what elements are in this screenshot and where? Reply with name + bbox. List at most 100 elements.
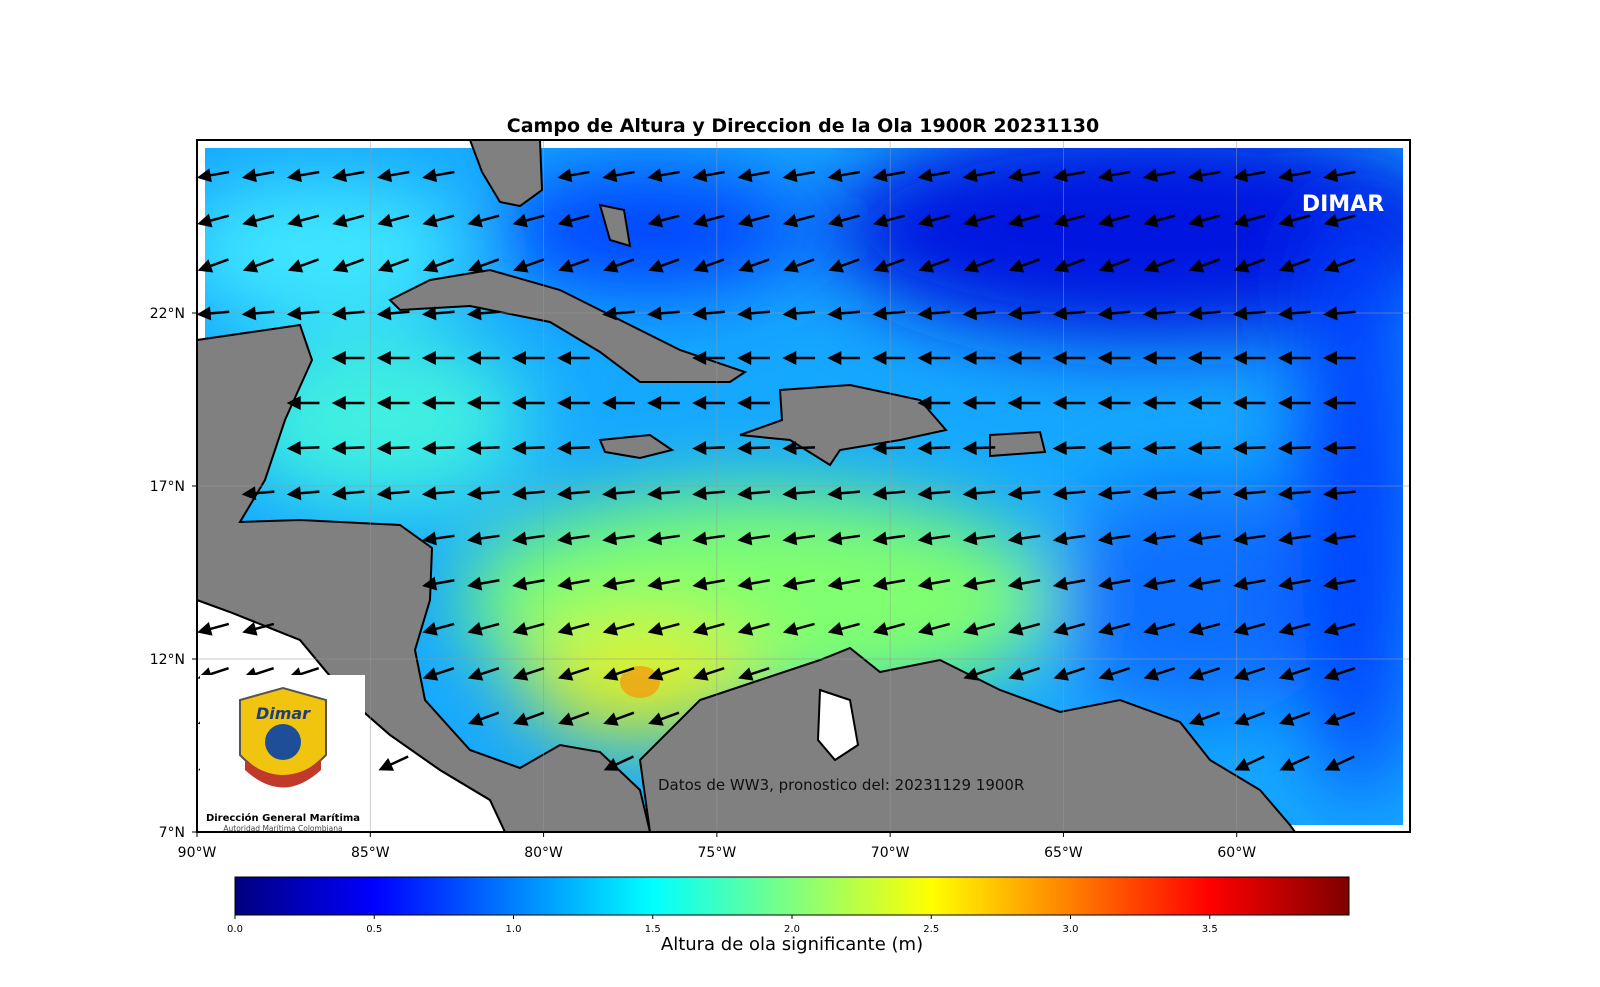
wave-arrow — [1052, 395, 1086, 410]
wave-arrow — [1323, 531, 1356, 546]
wave-arrow — [1142, 395, 1176, 410]
wave-arrow — [962, 395, 996, 410]
wave-arrow — [647, 306, 680, 321]
wave-arrow — [1097, 441, 1131, 456]
wave-arrow — [1187, 395, 1221, 410]
wave-arrow — [1052, 306, 1086, 321]
wave-arrow — [376, 395, 410, 410]
wave-arrow — [647, 395, 680, 410]
wave-arrow — [376, 306, 410, 321]
wave-arrow — [1232, 441, 1266, 456]
wave-arrow — [827, 350, 861, 366]
wave-arrow — [737, 486, 771, 501]
colorbar-label: Altura de ola significante (m) — [661, 934, 923, 955]
y-tick-label: 17°N — [150, 479, 185, 495]
wave-arrow — [1322, 350, 1356, 366]
wave-arrow — [737, 531, 771, 546]
colorbar-tick-label: 1.5 — [645, 924, 661, 935]
wave-arrow — [1278, 531, 1311, 546]
wave-arrow — [872, 350, 906, 366]
wave-arrow — [647, 486, 680, 501]
x-tick-label: 85°W — [351, 845, 390, 861]
logo-mark: Dimar — [256, 704, 311, 723]
wave-arrow — [917, 395, 951, 410]
map-title: Campo de Altura y Direccion de la Ola 19… — [507, 115, 1099, 137]
wave-arrow — [286, 395, 320, 410]
wave-arrow — [872, 441, 906, 456]
wave-arrow — [782, 576, 816, 591]
wave-arrow — [827, 622, 860, 636]
wave-arrow — [197, 622, 230, 636]
wave-arrow — [917, 168, 951, 183]
wave-arrow — [1143, 213, 1176, 228]
wave-arrow — [602, 531, 635, 546]
wave-arrow — [1187, 350, 1221, 366]
wave-arrow — [422, 258, 455, 273]
wave-arrow — [1323, 213, 1356, 228]
wave-arrow — [558, 258, 590, 273]
wave-arrow — [603, 711, 635, 726]
wave-arrow — [648, 711, 680, 726]
wave-arrow — [738, 667, 770, 681]
wave-arrow — [287, 213, 320, 228]
colorbar-tick-label: 0.0 — [227, 924, 243, 935]
wave-arrow — [782, 168, 816, 183]
wave-arrow — [1007, 168, 1041, 183]
x-tick-label: 60°W — [1217, 845, 1256, 861]
wave-arrow — [1097, 486, 1131, 501]
wave-arrow — [1007, 486, 1041, 501]
wave-arrow — [467, 258, 500, 273]
wave-arrow — [467, 531, 500, 546]
wave-arrow — [1188, 711, 1221, 726]
wave-arrow — [466, 306, 500, 321]
y-tick-label: 12°N — [150, 652, 185, 668]
wave-arrow — [872, 213, 905, 228]
wave-arrow — [692, 306, 725, 321]
wave-arrow — [1234, 755, 1265, 771]
wave-arrow — [422, 168, 455, 183]
wave-arrow — [1007, 576, 1041, 591]
wave-arrow — [466, 395, 500, 410]
wave-arrow — [557, 576, 590, 591]
wave-arrow — [1142, 306, 1176, 321]
wave-arrow — [1143, 667, 1176, 681]
wave-arrow — [196, 306, 230, 321]
wave-arrow — [1323, 711, 1356, 726]
wave-arrow — [1278, 576, 1311, 591]
wave-arrow — [242, 622, 275, 636]
wave-arrow — [1323, 168, 1356, 183]
wave-arrow — [1142, 531, 1176, 546]
wave-arrow — [377, 258, 410, 273]
y-tick-label: 7°N — [159, 825, 185, 841]
wave-arrow — [1278, 258, 1311, 273]
wave-arrow — [737, 576, 770, 591]
wave-arrow — [1323, 576, 1356, 591]
wave-arrow — [1008, 622, 1041, 636]
wave-arrow — [512, 531, 545, 546]
wave-arrow — [1277, 306, 1311, 321]
wave-arrow — [1008, 667, 1040, 681]
wave-arrow — [783, 258, 815, 273]
wave-arrow — [1097, 306, 1131, 321]
wave-arrow — [421, 350, 455, 366]
wave-arrow — [1142, 168, 1176, 183]
wave-arrow — [737, 622, 770, 636]
wave-arrow — [512, 711, 545, 726]
wave-arrow — [1278, 667, 1311, 681]
wave-arrow — [466, 486, 500, 501]
wave-arrow — [1277, 395, 1311, 410]
colorbar-tick-label: 3.5 — [1202, 924, 1218, 935]
wave-arrow — [376, 441, 410, 456]
wave-arrow — [1232, 531, 1266, 546]
wave-arrow — [963, 622, 996, 636]
wave-arrow — [241, 306, 275, 321]
wave-arrow — [467, 576, 500, 591]
wave-arrow — [286, 168, 320, 183]
wave-arrow — [287, 258, 319, 273]
wave-arrow — [962, 441, 996, 456]
wave-arrow — [647, 622, 680, 636]
wave-arrow — [331, 486, 365, 501]
colorbar-tick-label: 2.0 — [784, 924, 800, 935]
wave-arrow — [1052, 531, 1086, 546]
wave-arrow — [1188, 667, 1221, 681]
